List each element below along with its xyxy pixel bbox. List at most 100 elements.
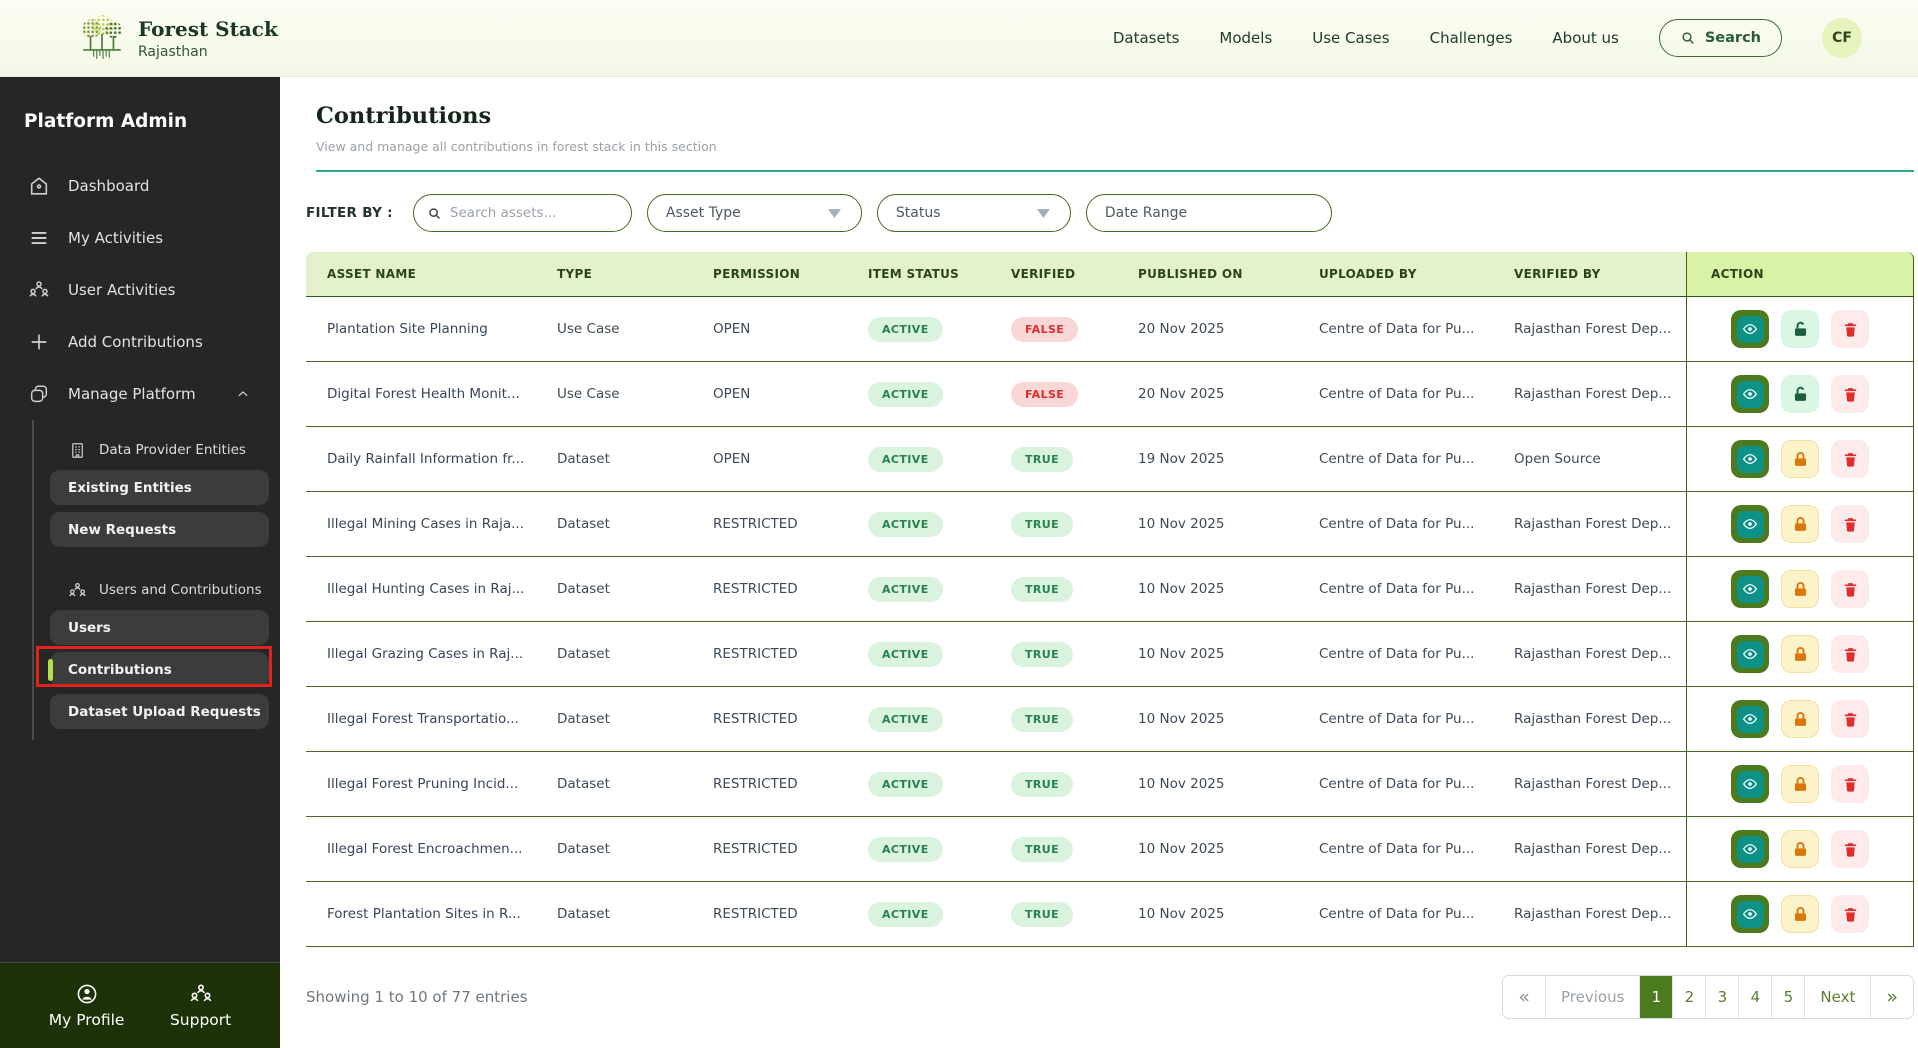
my-profile-button[interactable]: My Profile: [48, 982, 125, 1029]
dropdown-triangle-icon: [1036, 208, 1050, 218]
nav-use-cases[interactable]: Use Cases: [1312, 29, 1390, 47]
page-button-2[interactable]: 2: [1672, 976, 1706, 1018]
asset-type-dropdown[interactable]: Asset Type: [646, 194, 862, 232]
col-header-item-status: ITEM STATUS: [868, 267, 960, 281]
submenu-group-users-and-contributions[interactable]: Users and Contributions: [34, 570, 280, 610]
view-button[interactable]: [1731, 310, 1769, 348]
support-button[interactable]: Support: [170, 982, 231, 1029]
my-profile-label: My Profile: [48, 1011, 125, 1029]
delete-button[interactable]: [1831, 440, 1869, 478]
lock-button[interactable]: [1781, 505, 1819, 543]
cell-asset-name: Illegal Mining Cases in Raja...: [327, 516, 525, 532]
delete-button[interactable]: [1831, 310, 1869, 348]
cell-type: Dataset: [557, 711, 610, 727]
page-button-3[interactable]: 3: [1705, 976, 1739, 1018]
search-assets-input[interactable]: [449, 205, 618, 221]
page-button-4[interactable]: 4: [1738, 976, 1772, 1018]
sidebar-item-existing-entities[interactable]: Existing Entities: [50, 470, 269, 505]
avatar[interactable]: CF: [1822, 18, 1862, 58]
view-button[interactable]: [1731, 895, 1769, 933]
delete-button[interactable]: [1831, 570, 1869, 608]
view-button[interactable]: [1731, 765, 1769, 803]
lock-icon: [1791, 450, 1810, 469]
cell-permission: OPEN: [713, 386, 751, 402]
sidebar-item-my-activities[interactable]: My Activities: [0, 212, 280, 264]
delete-button[interactable]: [1831, 895, 1869, 933]
nav-datasets[interactable]: Datasets: [1112, 29, 1180, 47]
delete-button[interactable]: [1831, 765, 1869, 803]
home-icon: [28, 175, 50, 197]
delete-button[interactable]: [1831, 700, 1869, 738]
sidebar-item-dataset-upload-requests[interactable]: Dataset Upload Requests: [50, 694, 269, 729]
sidebar-item-label: Add Contributions: [68, 333, 203, 351]
table-body: Plantation Site Planning Use Case OPEN ACTI…: [306, 297, 1914, 947]
cell-type: Dataset: [557, 906, 610, 922]
cell-actions: [1686, 752, 1914, 816]
next-page-button[interactable]: Next: [1804, 976, 1871, 1018]
pill-wrap: Existing Entities: [34, 470, 280, 505]
status-dropdown[interactable]: Status: [876, 194, 1071, 232]
unlock-button[interactable]: [1781, 310, 1819, 348]
status-badge: ACTIVE: [868, 641, 943, 667]
cell-item-status: ACTIVE: [868, 576, 1011, 602]
delete-button[interactable]: [1831, 505, 1869, 543]
sidebar-item-users[interactable]: Users: [50, 610, 269, 645]
sidebar-item-dashboard[interactable]: Dashboard: [0, 160, 280, 212]
view-button[interactable]: [1731, 505, 1769, 543]
brand-subtitle: Rajasthan: [138, 43, 208, 60]
nav-challenges[interactable]: Challenges: [1429, 29, 1513, 47]
previous-page-button[interactable]: Previous: [1545, 976, 1640, 1018]
cell-asset-name: Illegal Hunting Cases in Raj...: [327, 581, 525, 597]
cell-uploaded-by: Centre of Data for Pu...: [1319, 516, 1475, 532]
view-button[interactable]: [1731, 440, 1769, 478]
view-button[interactable]: [1731, 635, 1769, 673]
page-subtitle: View and manage all contributions in for…: [316, 139, 717, 154]
view-button[interactable]: [1731, 700, 1769, 738]
delete-button[interactable]: [1831, 830, 1869, 868]
cell-verified-by: Rajasthan Forest Dep...: [1514, 906, 1672, 922]
nav-models[interactable]: Models: [1219, 29, 1273, 47]
cell-verified-by: Rajasthan Forest Dep...: [1514, 386, 1672, 402]
lock-icon: [1791, 840, 1810, 859]
eye-icon: [1736, 835, 1764, 863]
search-button[interactable]: Search: [1658, 19, 1782, 57]
lock-button[interactable]: [1781, 830, 1819, 868]
sidebar-item-manage-platform[interactable]: Manage Platform: [0, 368, 280, 420]
lock-button[interactable]: [1781, 895, 1819, 933]
sidebar-item-user-activities[interactable]: User Activities: [0, 264, 280, 316]
asset-search-field[interactable]: [412, 194, 632, 232]
verified-badge: TRUE: [1011, 706, 1074, 732]
page-button-5[interactable]: 5: [1771, 976, 1805, 1018]
last-page-button[interactable]: »: [1870, 976, 1913, 1018]
lock-button[interactable]: [1781, 700, 1819, 738]
lock-button[interactable]: [1781, 765, 1819, 803]
sidebar-item-add-contributions[interactable]: Add Contributions: [0, 316, 280, 368]
first-page-button[interactable]: «: [1503, 976, 1546, 1018]
nav-about-us[interactable]: About us: [1552, 29, 1619, 47]
showing-entries-text: Showing 1 to 10 of 77 entries: [306, 988, 528, 1006]
cell-actions: [1686, 557, 1914, 621]
delete-button[interactable]: [1831, 375, 1869, 413]
view-button[interactable]: [1731, 375, 1769, 413]
sidebar-item-contributions[interactable]: Contributions: [50, 652, 269, 687]
view-button[interactable]: [1731, 570, 1769, 608]
sidebar-item-new-requests[interactable]: New Requests: [50, 512, 269, 547]
view-button[interactable]: [1731, 830, 1769, 868]
lock-button[interactable]: [1781, 440, 1819, 478]
cell-published-on: 20 Nov 2025: [1138, 321, 1225, 337]
cell-verified-by: Rajasthan Forest Dep...: [1514, 776, 1672, 792]
lock-icon: [1791, 645, 1810, 664]
lock-icon: [1791, 580, 1810, 599]
chevron-up-icon[interactable]: [232, 387, 254, 401]
submenu-group-data-provider-entities[interactable]: Data Provider Entities: [34, 430, 280, 470]
col-header-verified: VERIFIED: [1011, 267, 1076, 281]
col-header-action: ACTION: [1686, 252, 1914, 296]
plus-icon: [28, 331, 50, 353]
teal-divider: [316, 170, 1914, 172]
delete-button[interactable]: [1831, 635, 1869, 673]
page-button-1[interactable]: 1: [1639, 976, 1673, 1018]
lock-button[interactable]: [1781, 570, 1819, 608]
date-range-field[interactable]: Date Range: [1085, 194, 1332, 232]
unlock-button[interactable]: [1781, 375, 1819, 413]
lock-button[interactable]: [1781, 635, 1819, 673]
